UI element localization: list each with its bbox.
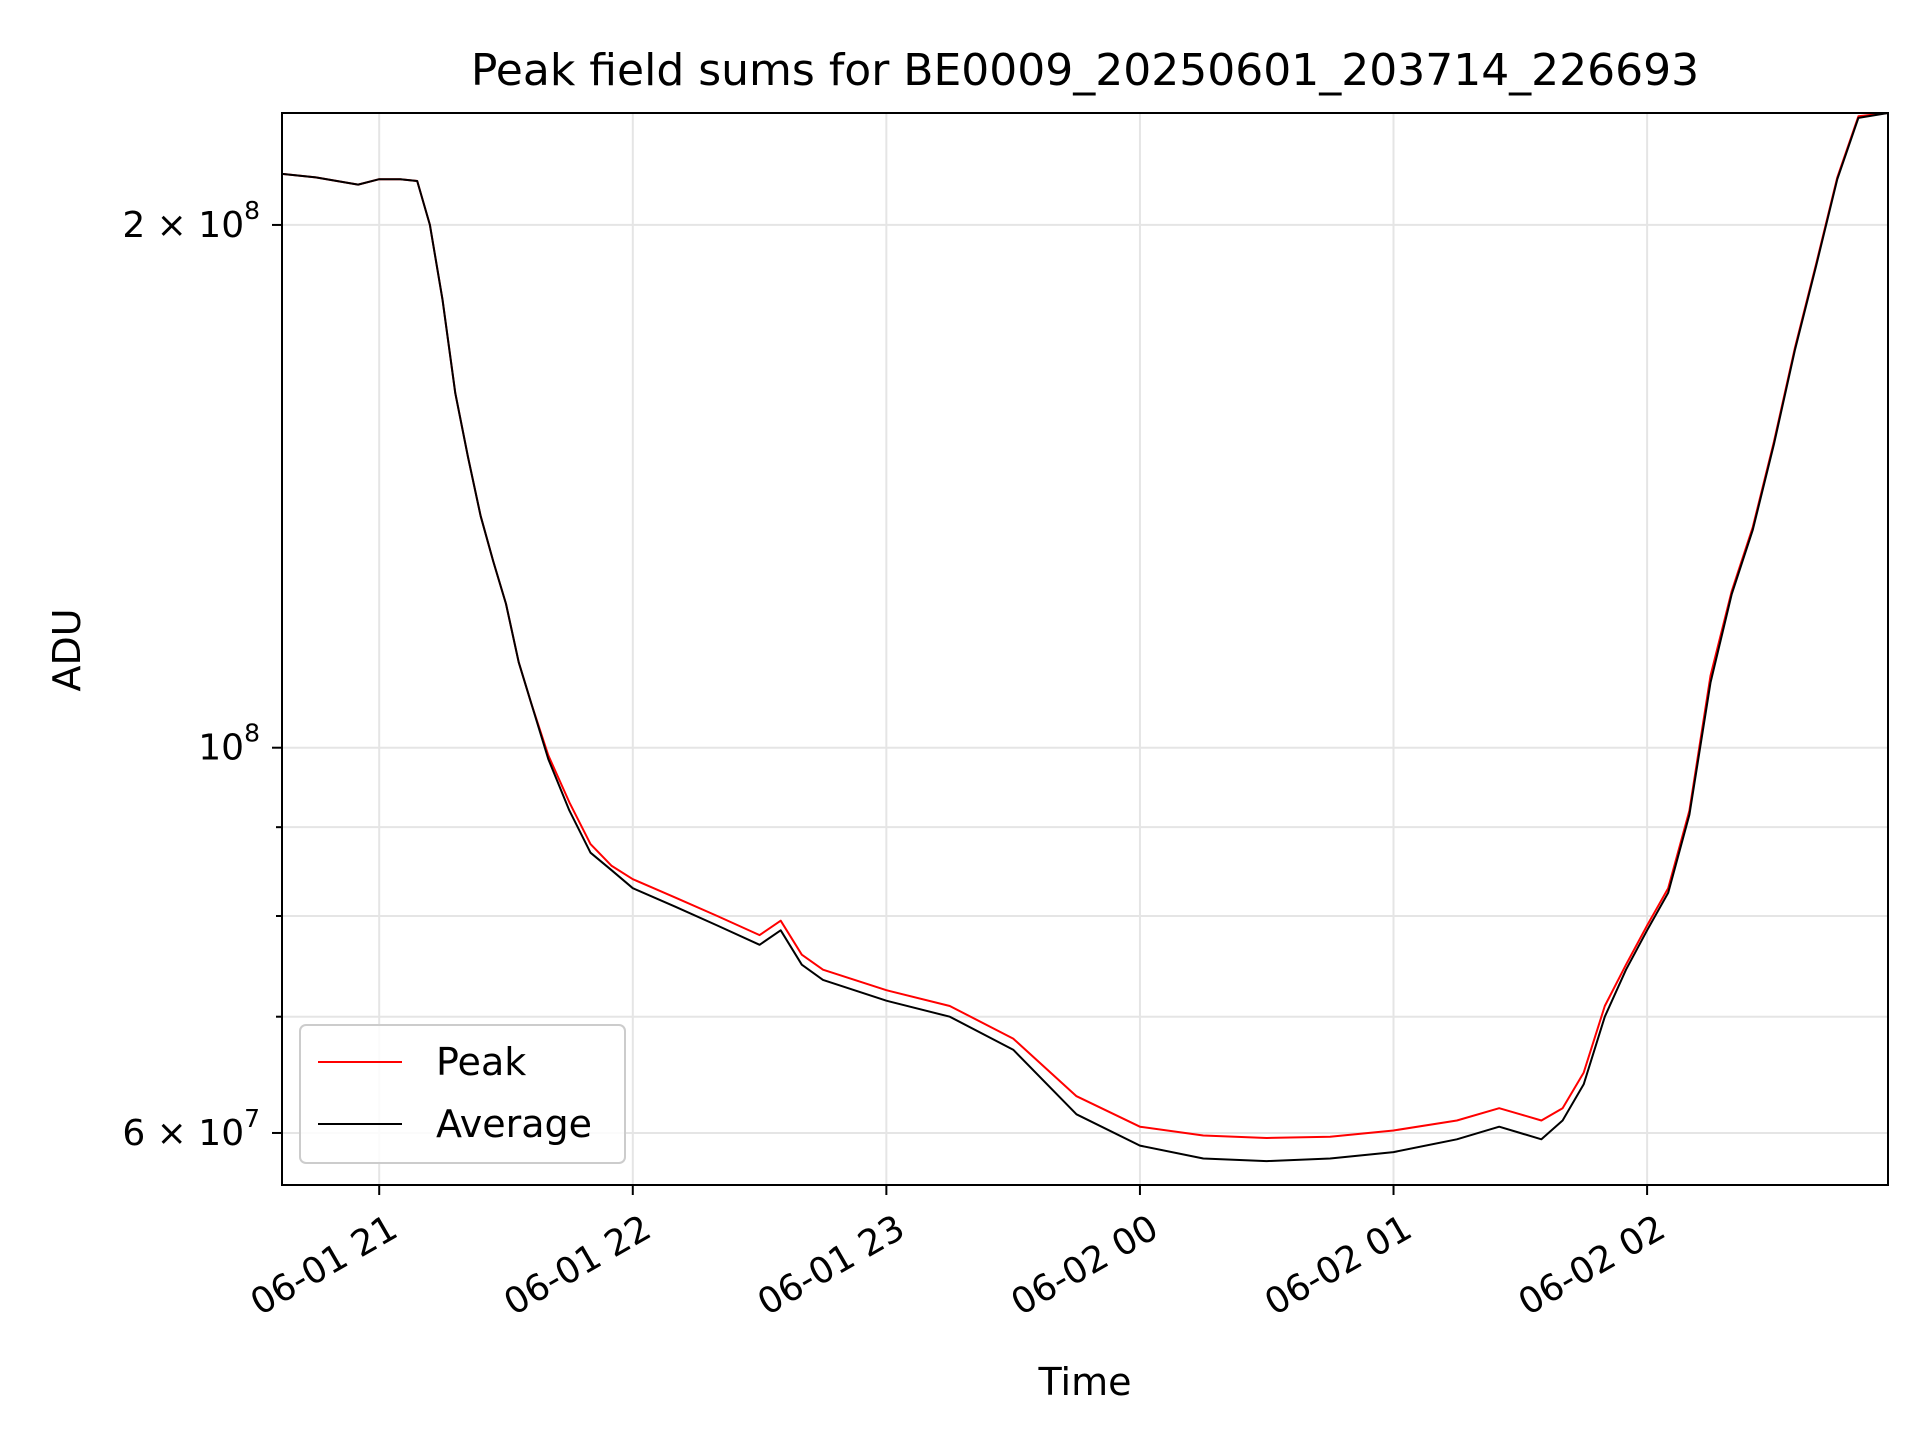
y-tick-label-exponent: 8 bbox=[244, 719, 260, 748]
y-tick-label: 2 × 108 bbox=[122, 196, 260, 246]
y-tick-label: 108 bbox=[198, 719, 260, 769]
y-tick-label-exponent: 7 bbox=[244, 1104, 260, 1133]
legend-label-average: Average bbox=[436, 1102, 592, 1146]
legend: Peak Average bbox=[299, 1024, 626, 1164]
y-axis-label: ADU bbox=[45, 608, 89, 691]
legend-label-peak: Peak bbox=[436, 1040, 526, 1084]
x-axis-label: Time bbox=[1038, 1360, 1132, 1404]
y-tick-label: 6 × 107 bbox=[122, 1104, 260, 1154]
y-tick-label-base: 10 bbox=[198, 728, 244, 769]
grid bbox=[282, 113, 1888, 1185]
y-tick-label-exponent: 8 bbox=[244, 196, 260, 225]
chart-title: Peak field sums for BE0009_20250601_2037… bbox=[471, 45, 1699, 96]
y-tick-label-base: 6 × 10 bbox=[122, 1113, 244, 1154]
y-tick-label-base: 2 × 10 bbox=[122, 205, 244, 246]
series-line-average bbox=[281, 112, 1889, 1163]
series-group bbox=[281, 112, 1889, 1163]
legend-box bbox=[299, 1024, 626, 1164]
plot-frame bbox=[281, 112, 1889, 1186]
